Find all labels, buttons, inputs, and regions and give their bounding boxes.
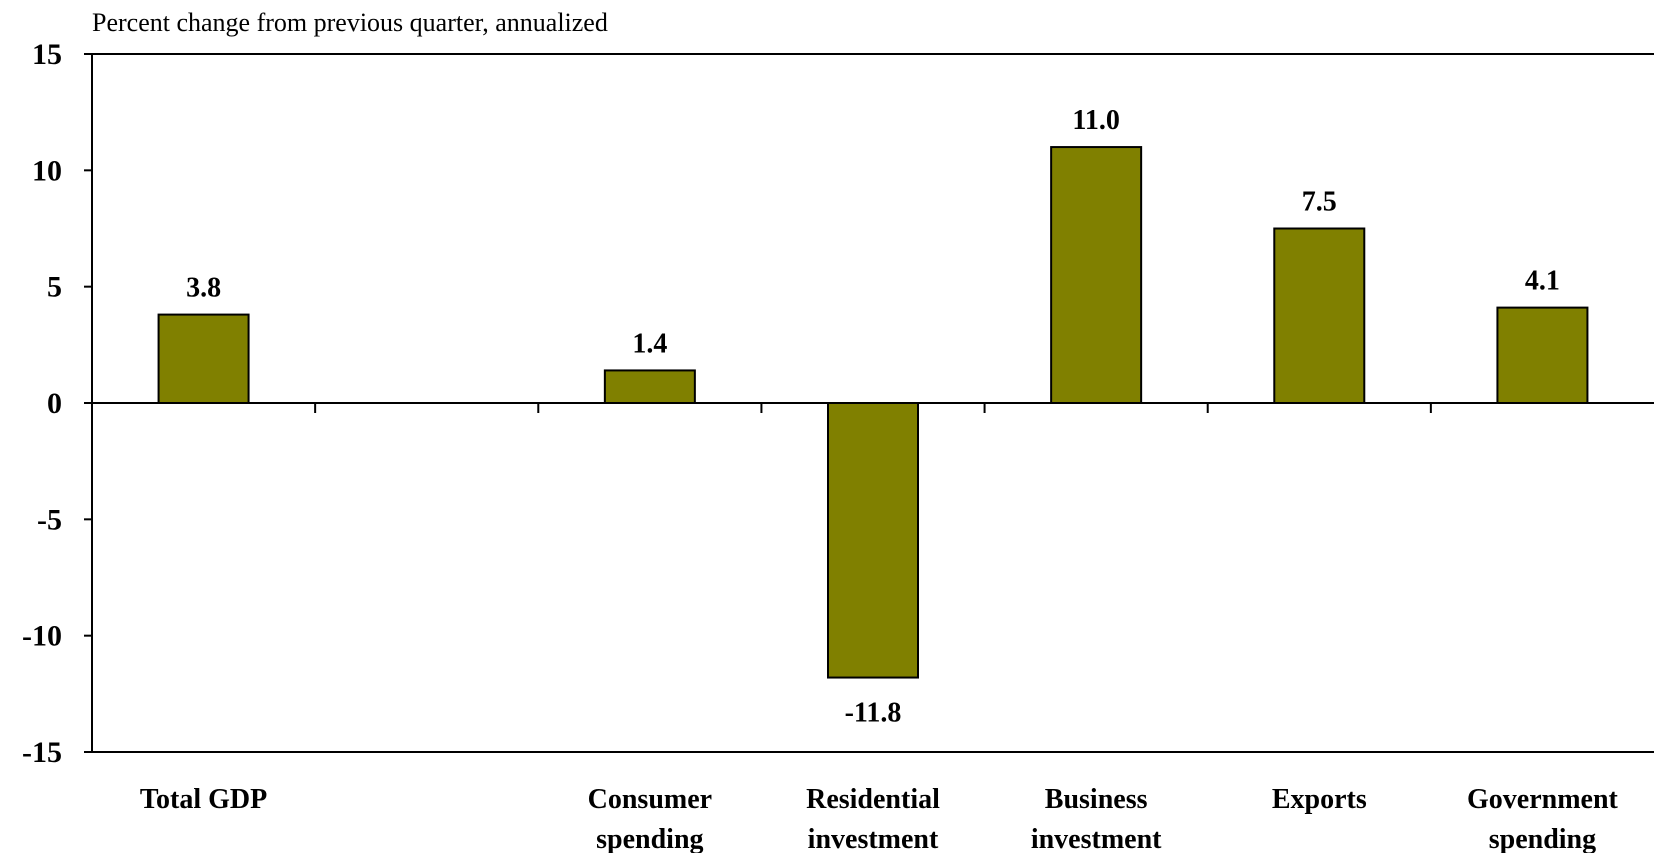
category-label: investment [808, 824, 939, 853]
y-tick-label: -10 [22, 620, 62, 653]
y-axis-title: Percent change from previous quarter, an… [92, 8, 608, 37]
category-label: spending [1489, 824, 1596, 853]
value-label: 11.0 [1072, 105, 1119, 136]
y-tick-label: 5 [47, 271, 62, 304]
category-label: Business [1045, 784, 1148, 815]
bar [1273, 227, 1366, 404]
y-tick-label: -15 [22, 736, 62, 769]
category-label: spending [596, 824, 703, 853]
bar [157, 313, 250, 404]
zero-line-group [92, 402, 1654, 413]
value-label: 7.5 [1302, 187, 1337, 218]
y-tick-label: 15 [32, 38, 62, 71]
category-label: Residential [806, 784, 940, 815]
x-axis-categories: Total GDP Consumer spending Residential inve… [140, 784, 1619, 853]
category-label: Exports [1272, 784, 1367, 815]
value-labels: 3.8 1.4 -11.8 11.0 7.5 4.1 [186, 105, 1560, 728]
bar [1050, 146, 1143, 404]
value-label: 3.8 [186, 273, 221, 304]
y-axis-ticks: 15 10 5 0 -5 -10 -15 [22, 38, 92, 769]
value-label: -11.8 [845, 698, 902, 729]
value-label: 4.1 [1525, 266, 1560, 297]
y-tick-label: -5 [37, 503, 62, 536]
category-label: Consumer [588, 784, 712, 815]
value-label: 1.4 [632, 328, 667, 359]
y-tick-label: 0 [47, 387, 62, 420]
bar [827, 402, 919, 679]
bars [157, 146, 1589, 679]
category-label: Government [1467, 784, 1619, 815]
bar [603, 369, 696, 404]
category-label: investment [1031, 824, 1162, 853]
bar [1496, 306, 1589, 404]
category-label: Total GDP [140, 784, 267, 815]
y-tick-label: 10 [32, 154, 62, 187]
